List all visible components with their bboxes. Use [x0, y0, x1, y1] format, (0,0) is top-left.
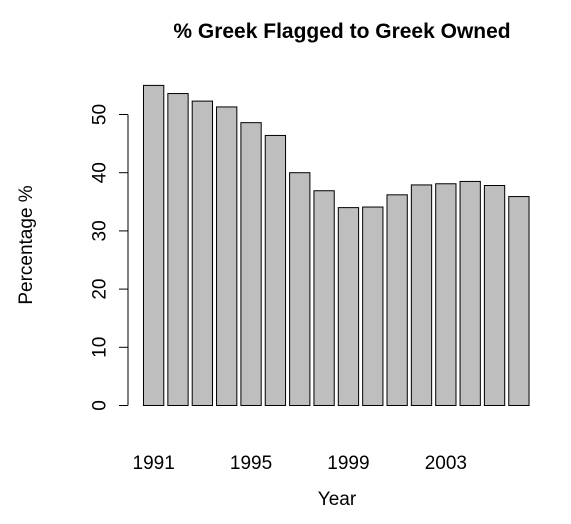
bar-1996 — [264, 134, 287, 406]
bar-1999 — [337, 207, 360, 406]
x-axis: 1991 1995 1999 2003 — [133, 453, 467, 474]
bar-2004 — [459, 180, 481, 406]
bar-1995 — [240, 122, 262, 407]
bar-1994 — [216, 106, 238, 407]
chart-title: % Greek Flagged to Greek Owned — [173, 20, 510, 43]
x-tick-label-1995: 1995 — [230, 453, 272, 474]
bar-2006 — [508, 196, 530, 406]
bar-2003 — [435, 183, 457, 406]
bars-group — [143, 84, 530, 407]
bar-2005 — [483, 185, 506, 406]
bar-2001 — [386, 194, 408, 406]
y-tick-label: 40 — [90, 162, 111, 183]
y-tick-label: 30 — [90, 220, 111, 241]
bar-1992 — [167, 93, 189, 407]
x-tick-label-2003: 2003 — [425, 453, 467, 474]
x-axis-label: Year — [318, 489, 357, 510]
bar-1991 — [143, 84, 165, 407]
y-axis: 0 10 20 30 40 50 — [90, 104, 129, 411]
bar-1998 — [313, 190, 335, 406]
y-tick-label: 10 — [90, 337, 111, 358]
bar-2000 — [362, 206, 384, 406]
y-tick-label: 0 — [90, 400, 111, 411]
x-tick-label-1999: 1999 — [327, 453, 369, 474]
y-axis-label: Percentage % — [16, 185, 37, 304]
bar-2002 — [410, 184, 433, 406]
bar-1993 — [191, 100, 213, 407]
bar-1997 — [289, 172, 311, 406]
y-tick-label: 20 — [90, 279, 111, 300]
x-tick-label-1991: 1991 — [133, 453, 175, 474]
y-tick-label: 50 — [90, 104, 111, 125]
